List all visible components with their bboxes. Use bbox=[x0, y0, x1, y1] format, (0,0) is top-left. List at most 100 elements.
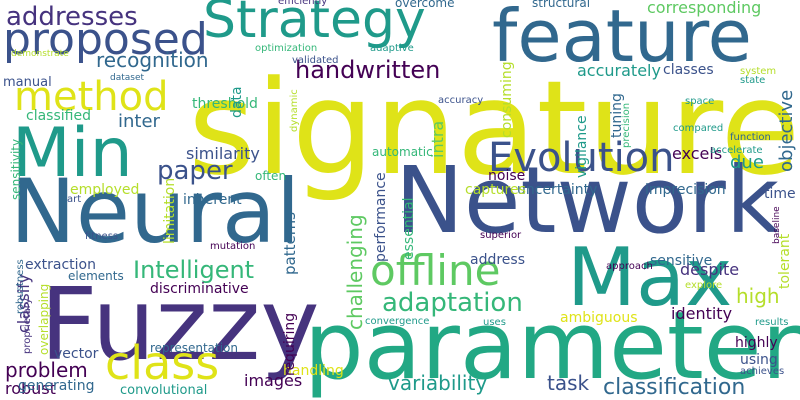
word-cloud-term: inter bbox=[118, 111, 160, 132]
word-cloud-term: parameter bbox=[304, 292, 800, 400]
word-cloud-term: dataset bbox=[110, 73, 145, 83]
word-cloud-term: often bbox=[255, 169, 287, 183]
word-cloud-term: corresponding bbox=[647, 0, 762, 17]
word-cloud-term: classification bbox=[603, 375, 746, 400]
word-cloud-term: Intelligent bbox=[133, 256, 255, 284]
word-cloud-term: automatic bbox=[372, 145, 433, 159]
word-cloud-term: efficiently bbox=[278, 0, 328, 7]
word-cloud-term: structural bbox=[532, 0, 591, 10]
word-cloud-term: variability bbox=[388, 371, 488, 395]
word-cloud-term: images bbox=[244, 371, 303, 390]
word-cloud-term: accurately bbox=[577, 61, 661, 80]
word-cloud-term: addresses bbox=[6, 2, 138, 32]
word-cloud-term: objective bbox=[776, 89, 797, 172]
word-cloud-term: overlapping bbox=[37, 283, 51, 355]
word-cloud-term: despite bbox=[680, 260, 740, 279]
word-cloud-term: optimization bbox=[255, 43, 318, 54]
word-cloud-term: achieves bbox=[740, 366, 785, 377]
word-cloud-term: results bbox=[755, 317, 789, 328]
word-cloud-term: inherent bbox=[183, 192, 242, 208]
word-cloud-term: vector bbox=[54, 346, 99, 362]
word-cloud-term: feature bbox=[492, 0, 752, 78]
word-cloud-term: patterns bbox=[281, 212, 299, 275]
word-cloud-term: Strategy bbox=[203, 0, 426, 50]
word-cloud-term: excels bbox=[672, 144, 723, 163]
word-cloud-term: high bbox=[736, 284, 780, 308]
word-cloud-term: employed bbox=[70, 182, 140, 198]
word-cloud-term: imprecision bbox=[645, 182, 726, 198]
word-cloud-term: extraction bbox=[25, 257, 96, 273]
word-cloud-term: signature bbox=[188, 52, 800, 204]
word-cloud-term: problem bbox=[5, 358, 88, 382]
word-cloud-term: limitation bbox=[162, 177, 178, 244]
word-cloud-term: time bbox=[764, 186, 796, 202]
word-cloud-term: proprietary bbox=[22, 298, 33, 354]
word-cloud-term: state bbox=[740, 75, 766, 86]
word-cloud-term: ambiguous bbox=[560, 310, 638, 326]
word-cloud-term: classes bbox=[663, 62, 714, 78]
word-cloud-term: accelerate bbox=[710, 145, 763, 156]
word-cloud-term: precision bbox=[621, 102, 632, 148]
word-cloud-term: generating bbox=[18, 378, 95, 394]
word-cloud-term: manual bbox=[3, 75, 52, 90]
word-cloud-term: data bbox=[229, 86, 245, 118]
word-cloud-term: handling bbox=[283, 363, 344, 379]
word-cloud-term: adaptive bbox=[370, 43, 414, 54]
word-cloud-term: overcome bbox=[395, 0, 455, 10]
word-cloud-term: similarity bbox=[186, 144, 260, 163]
word-cloud-term: vigilance bbox=[574, 115, 590, 178]
word-cloud-term: approach bbox=[606, 261, 653, 272]
word-cloud-term: handwritten bbox=[295, 56, 441, 84]
word-cloud-term: function bbox=[730, 132, 771, 143]
word-cloud-term: highly bbox=[735, 335, 778, 351]
word-cloud-term: challenging bbox=[343, 214, 367, 330]
word-cloud-term: convergence bbox=[365, 316, 430, 327]
word-cloud-term: mutation bbox=[210, 241, 256, 252]
word-cloud-term: captures bbox=[465, 182, 526, 198]
word-cloud-term: Neural bbox=[10, 160, 301, 263]
word-cloud-term: demonstrate bbox=[11, 49, 69, 59]
word-cloud-term: essential bbox=[401, 197, 417, 260]
word-cloud-term: sensitive bbox=[650, 253, 713, 269]
word-cloud-term: class bbox=[105, 336, 220, 390]
word-cloud-term: consuming bbox=[499, 61, 515, 138]
word-cloud-term: art bbox=[67, 194, 82, 205]
word-cloud-term: system bbox=[740, 66, 777, 77]
word-cloud-term: compared bbox=[673, 123, 724, 134]
word-cloud-term: uncertainty bbox=[517, 182, 598, 198]
word-cloud-term: accuracy bbox=[438, 95, 484, 106]
word-cloud-term: elements bbox=[68, 269, 124, 283]
word-cloud-term: representation bbox=[150, 341, 239, 355]
word-cloud-term: classified bbox=[26, 108, 91, 124]
word-cloud-term: method bbox=[14, 74, 169, 120]
word-cloud-term: adaptation bbox=[382, 288, 523, 318]
word-cloud-term: using bbox=[740, 352, 778, 368]
word-cloud-term: discriminative bbox=[150, 281, 249, 297]
word-cloud-term: identity bbox=[671, 304, 733, 323]
word-cloud-term: Evolution bbox=[488, 135, 675, 181]
word-cloud-term: baseline bbox=[772, 206, 782, 244]
word-cloud-term: due bbox=[730, 152, 764, 173]
word-cloud-term: recognition bbox=[96, 48, 209, 72]
word-cloud-term: paper bbox=[157, 156, 233, 186]
word-cloud-term: Max bbox=[567, 231, 733, 324]
word-cloud-term: superior bbox=[480, 230, 522, 241]
word-cloud-term: uses bbox=[483, 317, 506, 328]
word-cloud-term: convolutional bbox=[120, 383, 208, 398]
word-cloud-term: threshold bbox=[192, 96, 258, 112]
word-cloud-term: Network bbox=[395, 147, 780, 254]
word-cloud-term: Min bbox=[12, 114, 133, 193]
word-cloud-term: noise bbox=[488, 168, 526, 184]
word-cloud-term: address bbox=[470, 252, 526, 268]
word-cloud-term: validated bbox=[292, 55, 339, 66]
word-cloud-term: requiring bbox=[282, 312, 298, 376]
word-cloud-term: explore bbox=[685, 280, 723, 291]
word-cloud-term: fitness bbox=[85, 231, 119, 242]
word-cloud-term: space bbox=[685, 96, 715, 107]
word-cloud-term: task bbox=[547, 371, 590, 395]
word-cloud-term: proposed bbox=[3, 14, 208, 65]
word-cloud-term: Fuzzy bbox=[40, 266, 320, 383]
word-cloud-term: robust bbox=[5, 379, 56, 398]
word-cloud-term: dynamic bbox=[289, 89, 300, 132]
